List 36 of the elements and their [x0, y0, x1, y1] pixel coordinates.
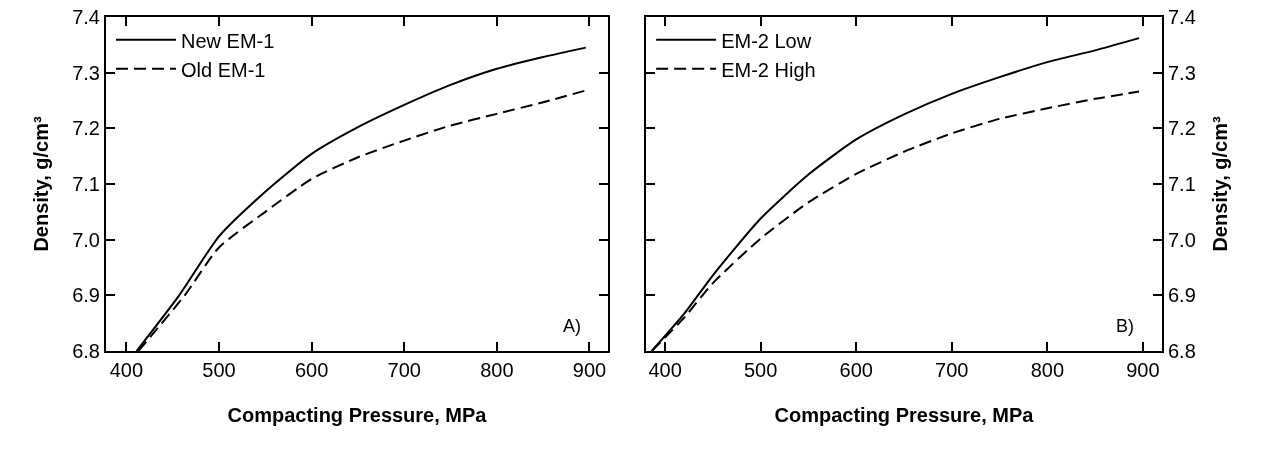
y-axis-title: Density, g/cm³ [1208, 116, 1231, 252]
x-tick-label: 600 [839, 359, 873, 381]
y-tick-label: 7.1 [1168, 173, 1196, 195]
x-axis-title: Compacting Pressure, MPa [774, 404, 1035, 426]
x-tick-label: 600 [294, 359, 329, 381]
x-tick-label: 900 [1126, 359, 1160, 381]
y-tick-label: 7.2 [1168, 117, 1196, 140]
x-tick-label: 700 [935, 359, 969, 381]
y-tick-label: 7.4 [1168, 6, 1196, 28]
x-axis-title: Compacting Pressure, MPa [227, 404, 488, 426]
y-tick-label: 7.3 [72, 61, 100, 84]
x-tick-label: 800 [480, 359, 514, 381]
x-tick-label: 700 [387, 359, 421, 381]
y-axis-title: Density, g/cm³ [30, 116, 53, 252]
y-tick-label: 7.1 [72, 173, 100, 195]
legend-label: EM-2 Low [721, 29, 812, 52]
y-tick-label: 6.9 [72, 284, 100, 307]
x-tick-label: 500 [743, 359, 778, 381]
legend-label: New EM-1 [181, 29, 275, 52]
annotation: B) [1116, 316, 1134, 336]
legend-label: EM-2 High [721, 58, 816, 81]
legend-label: Old EM-1 [181, 58, 266, 81]
y-tick-label: 6.8 [1168, 340, 1196, 362]
x-tick-label: 400 [648, 359, 682, 381]
y-tick-label: 7.4 [72, 6, 100, 28]
y-tick-label: 7.0 [72, 228, 100, 251]
y-tick-label: 7.2 [72, 117, 100, 140]
x-tick-label: 900 [572, 359, 607, 381]
x-tick-label: 800 [1030, 359, 1065, 381]
y-tick-label: 6.8 [72, 340, 100, 362]
annotation: A) [563, 316, 581, 336]
y-tick-label: 7.0 [1168, 228, 1196, 251]
y-tick-label: 7.3 [1168, 61, 1196, 84]
x-tick-label: 400 [109, 359, 144, 381]
y-tick-label: 6.9 [1168, 284, 1196, 307]
x-tick-label: 500 [202, 359, 236, 381]
